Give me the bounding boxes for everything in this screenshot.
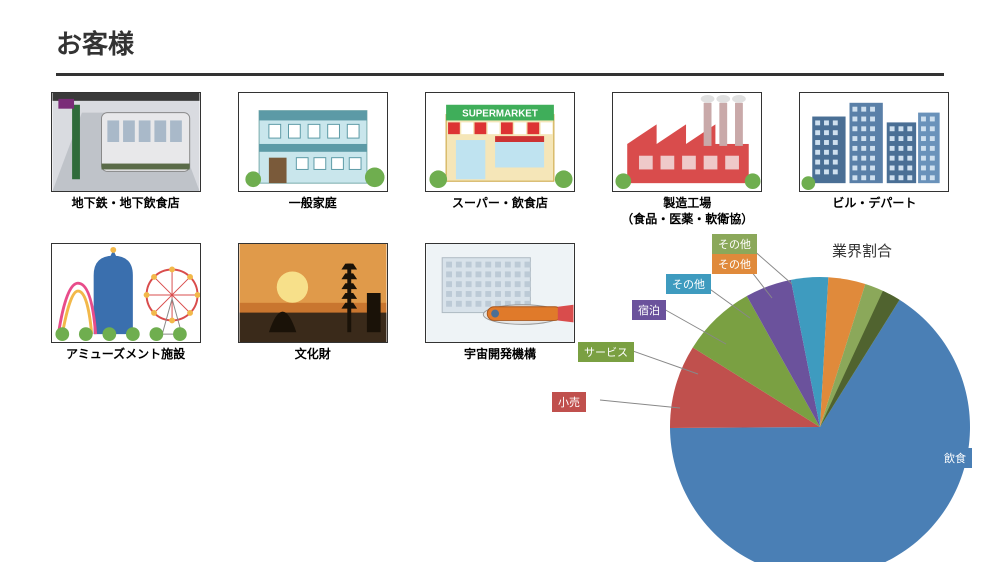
pie-label-3: 宿泊 [632, 300, 666, 320]
customer-card-subway: 地下鉄・地下飲食店 [40, 92, 211, 227]
household-icon [238, 92, 388, 192]
pie-title: 業界割合 [832, 240, 892, 261]
pie-label-2: サービス [578, 342, 634, 362]
customer-card-building: ビル・デパート [789, 92, 960, 227]
svg-text:SUPERMARKET: SUPERMARKET [462, 109, 538, 120]
card-caption: 一般家庭 [289, 196, 337, 212]
building-icon [799, 92, 949, 192]
pie-label-4: その他 [666, 274, 711, 294]
pie-label-0: 飲食 [938, 448, 972, 468]
pie-label-5: その他 [712, 254, 757, 274]
customer-card-culture: 文化財 [227, 243, 398, 363]
super-icon: SUPERMARKET [425, 92, 575, 192]
card-caption: スーパー・飲食店 [452, 196, 548, 212]
pie-label-1: 小売 [552, 392, 586, 412]
card-caption: 文化財 [295, 347, 331, 363]
customer-card-amusement: アミューズメント施設 [40, 243, 211, 363]
card-caption: 製造工場 （食品・医薬・軟衛協） [621, 196, 753, 227]
subway-icon [51, 92, 201, 192]
card-caption: 地下鉄・地下飲食店 [72, 196, 180, 212]
card-caption: アミューズメント施設 [66, 347, 185, 363]
pie-label-6: その他 [712, 234, 757, 254]
factory-icon [612, 92, 762, 192]
card-caption: 宇宙開発機構 [464, 347, 536, 363]
card-caption: ビル・デパート [832, 196, 916, 212]
customer-card-household: 一般家庭 [227, 92, 398, 227]
customer-card-super: SUPERMARKET スーパー・飲食店 [414, 92, 585, 227]
title-rule [56, 73, 944, 76]
page-title: お客様 [56, 24, 944, 61]
industry-pie-chart: 業界割合 飲食小売サービス宿泊その他その他その他 [540, 232, 980, 562]
culture-icon [238, 243, 388, 343]
amusement-icon [51, 243, 201, 343]
customer-card-factory: 製造工場 （食品・医薬・軟衛協） [602, 92, 773, 227]
